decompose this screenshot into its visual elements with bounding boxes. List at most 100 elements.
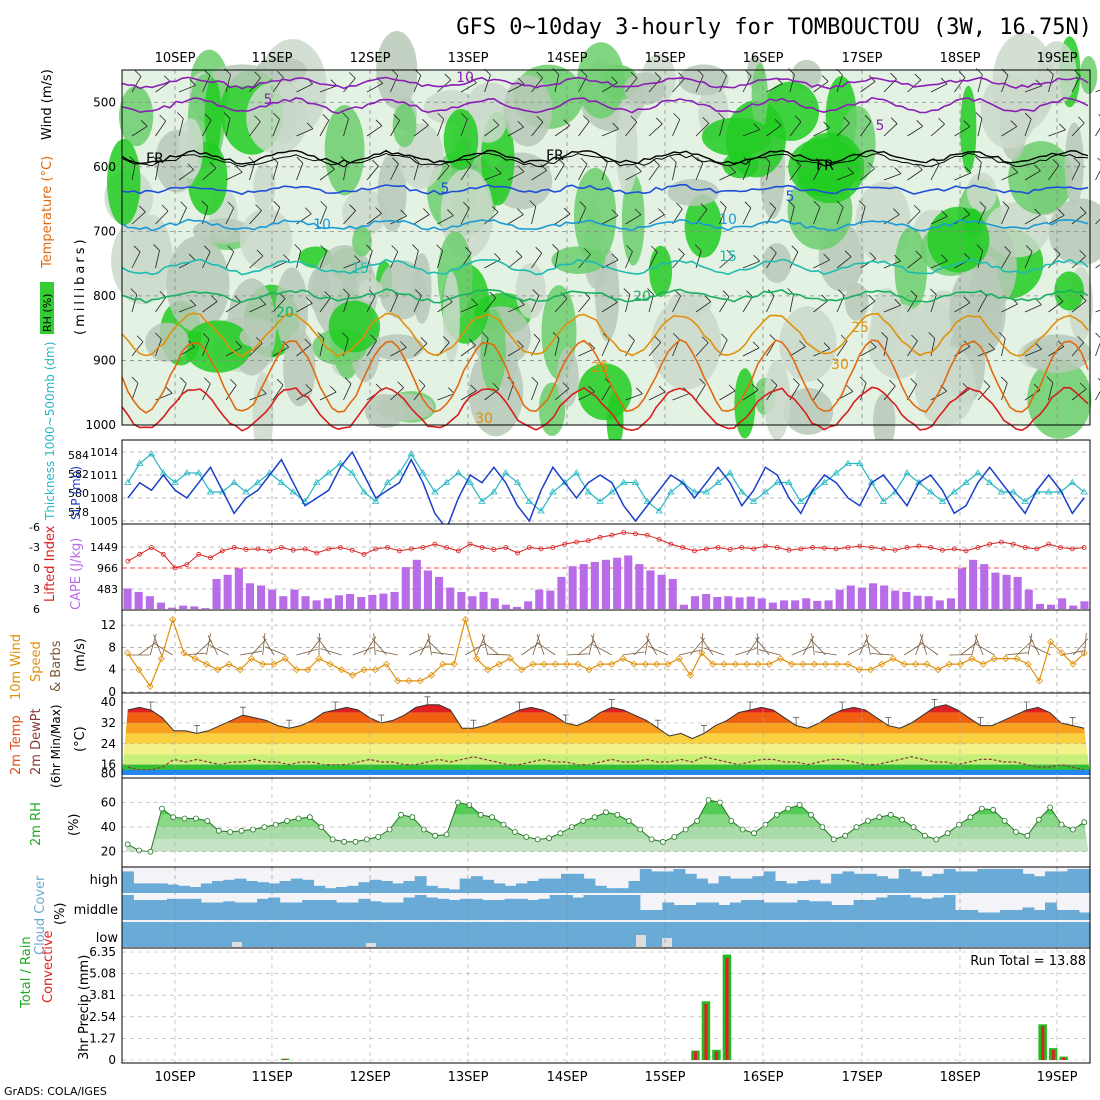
cloud-high-bar bbox=[673, 869, 686, 893]
wind10m-point bbox=[427, 671, 436, 679]
wind-barb-flag bbox=[769, 202, 777, 209]
wind-barb-flag bbox=[858, 200, 866, 207]
wind10m-point bbox=[821, 660, 830, 668]
wind-barb-flag bbox=[1095, 332, 1100, 339]
ylabel-li: Lifted Index bbox=[43, 525, 58, 602]
rh-point bbox=[751, 830, 757, 837]
rh-point bbox=[739, 826, 746, 833]
wind-barb bbox=[437, 250, 443, 269]
wind-barb-flag bbox=[1000, 376, 1008, 384]
wind-barb bbox=[954, 302, 971, 313]
cloud-low-bar bbox=[425, 922, 438, 947]
wind-barb bbox=[813, 259, 830, 269]
cape-bar bbox=[1069, 605, 1078, 609]
cloud-middle-bar bbox=[808, 901, 821, 921]
wind-barb bbox=[1024, 85, 1043, 93]
rh-blob bbox=[515, 263, 546, 319]
wind-barb-flag bbox=[728, 384, 736, 392]
rh-point bbox=[432, 832, 439, 839]
wind-barb-flag bbox=[469, 339, 476, 346]
cloud-middle-bar bbox=[932, 897, 945, 920]
wind-barb-flag bbox=[415, 289, 422, 296]
li-point bbox=[302, 546, 308, 552]
wind10m-point bbox=[202, 660, 210, 668]
wind10m-point bbox=[281, 655, 289, 663]
wind10m-point bbox=[945, 660, 953, 668]
wind-barb-flag bbox=[588, 342, 596, 349]
cloud-high-bar bbox=[842, 871, 855, 893]
wind-barb bbox=[343, 261, 361, 269]
wind-barb-flag bbox=[159, 114, 166, 122]
wind-barb-flag bbox=[235, 165, 243, 173]
wind10m-point bbox=[754, 660, 762, 668]
li-point bbox=[703, 546, 709, 552]
contour-label: 5 bbox=[876, 118, 885, 134]
cloud-middle-bar bbox=[684, 905, 697, 920]
cape-bar bbox=[223, 574, 232, 609]
cloud-high-bar bbox=[819, 883, 832, 893]
wind-barb-flag bbox=[846, 385, 854, 392]
wind-barb bbox=[1024, 251, 1033, 269]
thickness-point bbox=[631, 478, 640, 485]
wind-barb bbox=[648, 294, 654, 313]
wind-barb-flag bbox=[177, 112, 184, 119]
wind-barb bbox=[719, 207, 727, 225]
wind10m-barb bbox=[791, 646, 813, 656]
li-point bbox=[668, 541, 674, 547]
cloud-middle-bar bbox=[144, 900, 157, 920]
thickness-point bbox=[773, 478, 781, 485]
wind-barb-flag bbox=[579, 201, 587, 208]
rh-point bbox=[956, 821, 962, 828]
cloud-high-bar bbox=[549, 878, 562, 893]
temp2m-panel bbox=[122, 693, 1090, 778]
wind-barb bbox=[789, 346, 806, 357]
series-li bbox=[127, 531, 1085, 569]
cloud-low-bar bbox=[527, 922, 540, 947]
wind-barb-flag bbox=[443, 336, 450, 343]
cloud-high-bar bbox=[122, 871, 134, 893]
thickness-point bbox=[820, 478, 829, 485]
cloud-middle-bar bbox=[335, 902, 348, 920]
wind-barb-flag bbox=[1011, 166, 1019, 173]
ylabel-wind10m-2: Speed bbox=[29, 641, 44, 682]
cloud-low-bar bbox=[696, 922, 708, 947]
thickness-point bbox=[879, 497, 888, 504]
wind-barb-flag bbox=[915, 250, 923, 258]
wind-barb-flag bbox=[580, 157, 588, 165]
cloud-low-bar bbox=[369, 922, 382, 947]
wind-barb-flag bbox=[1053, 247, 1061, 255]
ylabel-temp2m: 2m Temp bbox=[9, 715, 24, 775]
wind-barb bbox=[625, 77, 638, 93]
li-point bbox=[550, 545, 556, 550]
wind-barb-flag bbox=[702, 117, 710, 124]
cape-bar bbox=[1035, 603, 1044, 609]
cloud-low-bar bbox=[144, 922, 157, 947]
date-label-top-9: 19SEP bbox=[1037, 51, 1078, 66]
wind-barb-flag bbox=[354, 255, 361, 262]
precip-tick: 5.08 bbox=[89, 967, 116, 981]
rh-point bbox=[580, 818, 587, 824]
wind-barb bbox=[413, 250, 419, 269]
li-point bbox=[1081, 545, 1087, 550]
cloud-middle-bar bbox=[313, 900, 326, 920]
wind-barb bbox=[907, 256, 922, 269]
cloud-middle-bar bbox=[482, 900, 495, 920]
thickness-point bbox=[466, 478, 474, 485]
wind-barb bbox=[554, 250, 559, 269]
wind10m-barb bbox=[209, 644, 230, 656]
cape-bar bbox=[635, 564, 644, 609]
rh-blob bbox=[184, 320, 252, 373]
wind-barb bbox=[225, 301, 242, 313]
wind10m-barb bbox=[536, 642, 556, 656]
wind-barb bbox=[554, 164, 565, 181]
wind-barb bbox=[648, 78, 662, 93]
rh-point bbox=[796, 802, 803, 808]
wind-barb-flag bbox=[654, 336, 662, 343]
wind-barb-flag bbox=[770, 379, 778, 386]
wind-barb bbox=[531, 295, 540, 313]
wind-barb bbox=[366, 213, 382, 225]
contour-label: 30 bbox=[831, 357, 849, 373]
li-point bbox=[515, 550, 520, 556]
wind-barb-flag bbox=[823, 342, 831, 349]
wind-barb bbox=[296, 128, 314, 137]
